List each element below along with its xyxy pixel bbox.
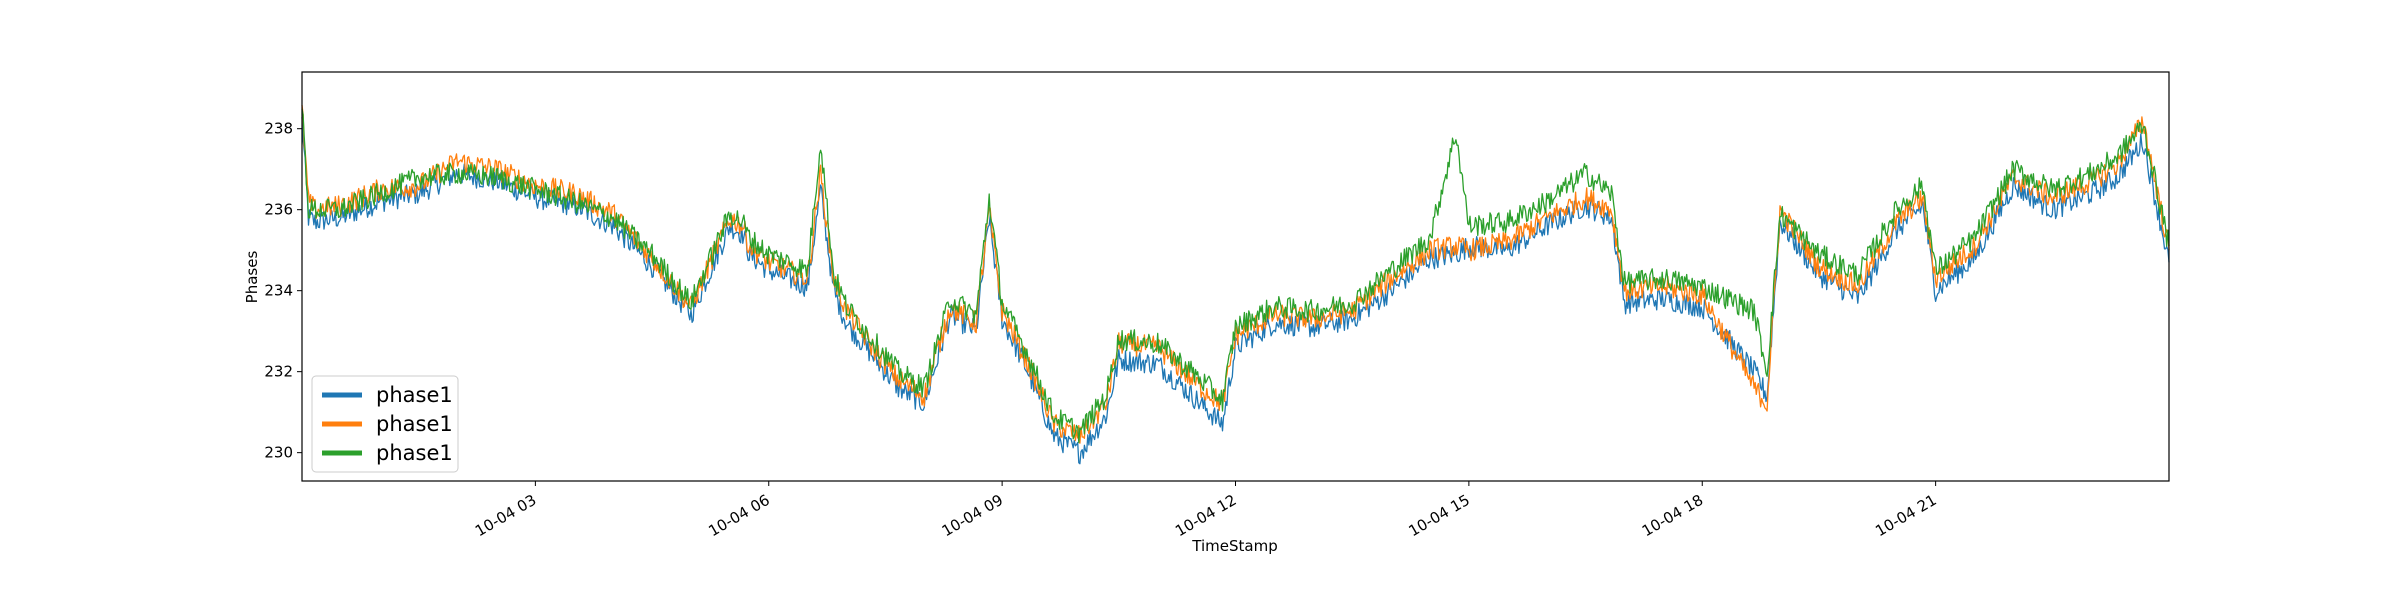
legend-label: phase1 bbox=[376, 412, 453, 436]
y-axis-title: Phases bbox=[243, 251, 261, 304]
legend-box bbox=[311, 375, 459, 473]
legend: phase1 phase1 phase1 bbox=[311, 375, 459, 473]
legend-label: phase1 bbox=[376, 441, 453, 465]
x-axis-title: TimeStamp bbox=[1191, 537, 1277, 555]
y-tick-label: 230 bbox=[264, 444, 293, 462]
y-tick-label: 236 bbox=[264, 201, 293, 219]
legend-label: phase1 bbox=[376, 383, 453, 407]
series-layer bbox=[301, 105, 2170, 465]
y-tick-label: 232 bbox=[264, 363, 293, 381]
y-tick-label: 234 bbox=[264, 282, 293, 300]
y-axis: 230 232 234 236 238 bbox=[264, 120, 302, 462]
series-line-3 bbox=[301, 108, 2170, 444]
y-tick-label: 238 bbox=[264, 120, 293, 138]
